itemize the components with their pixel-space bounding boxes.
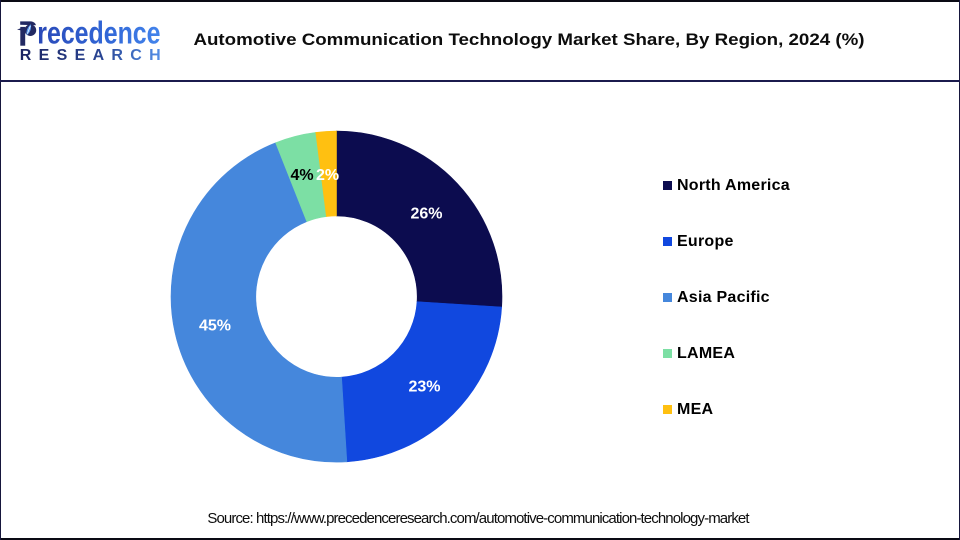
svg-text:26%: 26% xyxy=(410,206,442,223)
svg-text:2%: 2% xyxy=(316,167,339,184)
svg-text:4%: 4% xyxy=(290,167,313,184)
svg-text:recedence: recedence xyxy=(37,16,160,51)
svg-text:RESEARCH: RESEARCH xyxy=(20,47,168,64)
svg-text:23%: 23% xyxy=(408,379,440,396)
svg-text:45%: 45% xyxy=(199,318,231,335)
